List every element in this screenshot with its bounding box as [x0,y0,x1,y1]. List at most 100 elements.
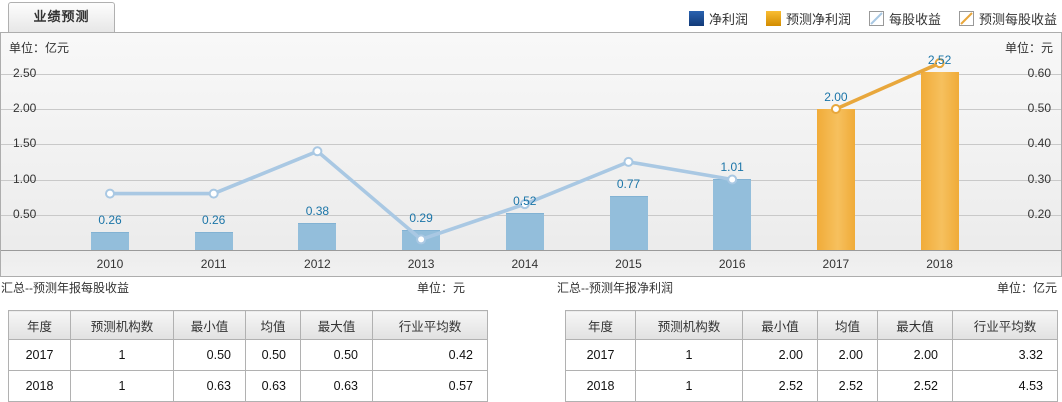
line-marker [312,146,323,157]
table-cell: 2.52 [817,370,878,402]
bar-net-profit [505,213,544,250]
table-cell: 1 [70,339,174,371]
table-cell: 1 [635,370,743,402]
table-cell: 2.00 [817,339,878,371]
x-axis-year-label: 2011 [200,257,227,271]
right-axis-unit-label: 单位：元 [1004,41,1053,55]
legend-label: 每股收益 [888,11,941,27]
table-header-cell: 年度 [565,310,636,340]
left-axis-tick-label: 1.50 [13,136,37,150]
table-cell: 2.00 [877,339,953,371]
table-cell: 0.50 [300,339,373,371]
bar-value-label: 0.26 [98,212,122,227]
legend-label: 净利润 [708,11,748,27]
table-cell: 2.52 [877,370,953,402]
legend-item-2: 每股收益 [868,9,941,28]
gridline [1,180,1061,181]
table-row: 2017 1 2.00 2.00 2.00 3.32 [565,339,1058,371]
bar-value-label: 1.01 [720,159,744,174]
table-header-cell: 均值 [817,310,878,340]
bar-value-label: 0.26 [202,212,226,227]
legend-label: 预测每股收益 [978,11,1057,27]
table-cell: 2018 [8,370,71,402]
right-axis-tick-label: 0.20 [1027,207,1051,221]
chart-legend: 净利润 预测净利润 每股收益 预测每股收益 [688,9,1057,28]
line-marker [623,156,634,167]
left-axis-tick-label: 0.50 [13,207,37,221]
bar-value-label: 2.00 [824,90,848,104]
left-axis-tick-label: 1.00 [13,172,37,186]
eps-forecast-table: 年度 预测机构数 最小值 均值 最大值 行业平均数 2017 1 0.50 0.50 0.50 0.4… [8,310,488,402]
gridline [1,74,1061,75]
table-header-cell: 最大值 [877,310,953,340]
bar-value-label: 0.52 [513,194,537,209]
profit-table-title-row: 汇总--预测年报净利润 单位：亿元 [557,279,1057,295]
table-header-cell: 行业平均数 [952,310,1058,340]
left-axis-tick-label: 2.50 [13,66,37,80]
table-cell: 1 [635,339,743,371]
table-cell: 2.00 [742,339,818,371]
table-cell: 2017 [565,339,636,371]
eps-table-title-row: 汇总--预测年报每股收益 单位：元 [1,279,465,295]
x-axis-year-label: 2013 [407,257,435,271]
bar-value-label: 0.77 [616,176,641,191]
table-cell: 2.52 [742,370,818,402]
chart-panel: 单位：亿元 单位：元 0.50 0.20 1.00 0.30 1.50 0.40 2.00 0… [0,32,1062,277]
legend-label: 预测净利润 [785,11,851,27]
x-axis-baseline [1,250,1061,251]
table-cell: 0.50 [173,339,246,371]
right-axis-tick-label: 0.60 [1027,66,1051,80]
left-axis-unit-label: 单位：亿元 [9,41,70,55]
table-cell: 2017 [8,339,71,371]
gridline [1,144,1061,145]
x-axis-year-label: 2012 [304,257,331,271]
legend-swatch-net-profit [688,10,704,26]
table-header-cell: 最小值 [742,310,818,340]
table-header-cell: 最小值 [173,310,246,340]
table-row: 2017 1 0.50 0.50 0.50 0.42 [8,339,488,371]
line-marker [208,188,219,199]
left-axis-tick-label: 2.00 [13,101,37,115]
table-cell: 0.50 [245,339,301,371]
profit-forecast-table-wrap: 年度 预测机构数 最小值 均值 最大值 行业平均数 2017 1 2.00 2.00 2.00 3.3… [565,310,1058,402]
table-header-row: 年度 预测机构数 最小值 均值 最大值 行业平均数 [565,310,1058,340]
legend-swatch-forecast-eps-line [958,10,974,26]
legend-item-1: 预测净利润 [765,9,851,28]
table-cell: 0.63 [300,370,373,402]
table-cell: 2018 [565,370,636,402]
table-header-cell: 预测机构数 [635,310,743,340]
table-cell: 4.53 [952,370,1058,402]
table-header-cell: 行业平均数 [372,310,488,340]
eps-table-title: 汇总--预测年报每股收益 [1,281,129,295]
table-cell: 0.42 [372,339,488,371]
bar-net-profit [194,231,233,250]
table-cell: 0.57 [372,370,488,402]
line-marker [105,188,115,199]
profit-forecast-table: 年度 预测机构数 最小值 均值 最大值 行业平均数 2017 1 2.00 2.00 2.00 3.3… [565,310,1058,402]
profit-table-unit-label: 单位：亿元 [996,281,1057,295]
tab-performance-forecast[interactable]: 业绩预测 [8,2,115,32]
x-axis-year-label: 2016 [718,257,746,271]
table-cell: 1 [70,370,174,402]
bar-value-label: 0.29 [409,210,433,225]
x-axis-year-label: 2017 [822,257,850,271]
x-axis-year-label: 2018 [926,257,953,271]
eps-table-unit-label: 单位：元 [416,281,465,295]
table-cell: 0.63 [245,370,301,402]
x-axis-year-label: 2014 [511,257,539,271]
table-header-cell: 均值 [245,310,301,340]
legend-item-3: 预测每股收益 [958,9,1057,28]
table-header-row: 年度 预测机构数 最小值 均值 最大值 行业平均数 [8,310,488,340]
bar-forecast-net-profit [920,72,959,250]
right-axis-tick-label: 0.30 [1027,172,1051,186]
bar-net-profit [402,229,441,250]
table-header-cell: 预测机构数 [70,310,174,340]
x-axis-year-label: 2010 [96,257,124,271]
table-header-cell: 最大值 [300,310,373,340]
legend-swatch-eps-line [868,10,884,26]
table-header-cell: 年度 [8,310,71,340]
table-row: 2018 1 0.63 0.63 0.63 0.57 [8,370,488,402]
bar-value-label: 0.38 [305,204,330,219]
profit-table-title: 汇总--预测年报净利润 [557,281,673,295]
legend-swatch-forecast-net-profit [765,10,781,26]
